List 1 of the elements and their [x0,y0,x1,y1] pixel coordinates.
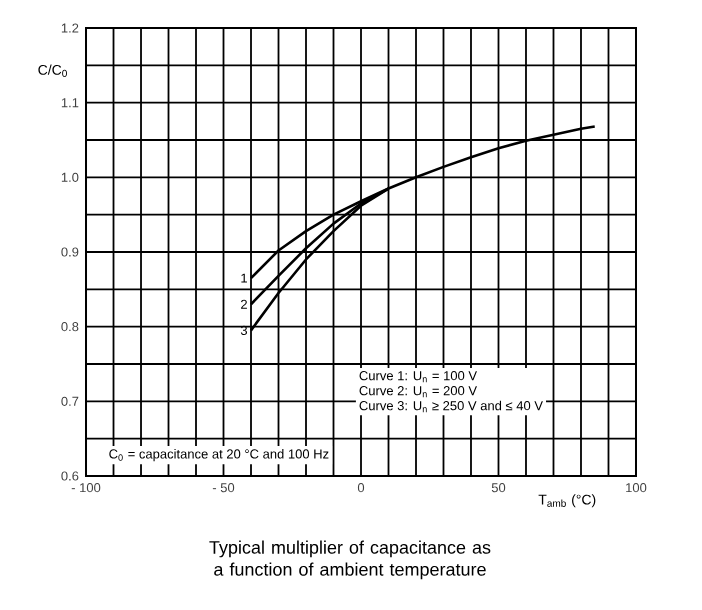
text: Typical multiplier of capacitance as a function of ambient temperature [209,540,491,580]
